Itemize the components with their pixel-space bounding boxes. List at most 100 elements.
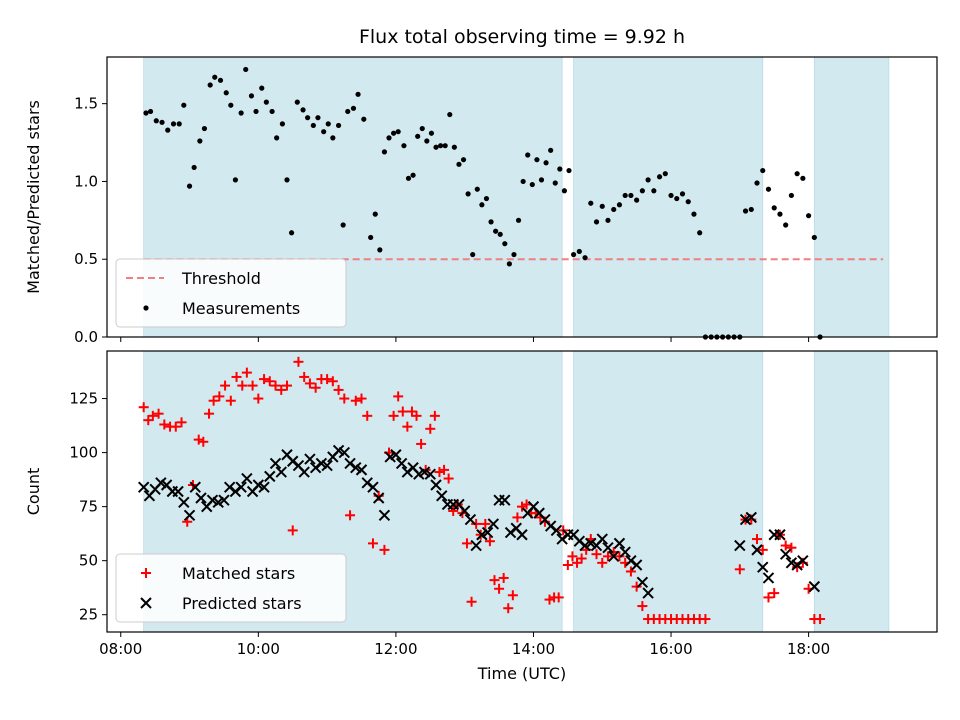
measurement-point: [656, 174, 663, 180]
measurement-point: [274, 135, 280, 141]
bottom-panel: 25 50 75 100 125 08:00 10:00 12:00 14:00 16:00 18:…: [24, 350, 938, 683]
predicted-star-point: [516, 529, 528, 541]
matched-star-point: [443, 473, 454, 484]
measurement-point: [386, 135, 392, 141]
x-axis-label: Time (UTC): [477, 664, 566, 683]
matched-star-point: [769, 588, 780, 599]
measurement-point: [460, 157, 467, 163]
matched-star-point: [393, 391, 404, 402]
matched-star-point: [241, 367, 252, 378]
measurement-point: [207, 82, 213, 88]
matched-star-point: [780, 540, 791, 551]
measurement-point: [645, 177, 651, 183]
matched-star-point: [498, 572, 509, 583]
legend-label: Threshold: [181, 269, 261, 288]
measurement-point: [263, 99, 269, 105]
matched-star-point: [333, 384, 344, 395]
measurement-point: [415, 133, 421, 139]
predicted-star-point: [613, 537, 626, 550]
predicted-star-point: [458, 505, 471, 517]
measurement-point: [674, 195, 680, 202]
measurement-point: [748, 206, 754, 213]
measurement-point: [340, 222, 346, 228]
matched-star-point: [147, 410, 158, 421]
legend-predicted-swatch: [140, 597, 152, 609]
chart-title: Flux total observing time = 9.92 h: [359, 26, 685, 48]
y-tick-label: 1.5: [74, 95, 98, 113]
measurement-point: [511, 251, 517, 258]
matched-star-point: [170, 421, 181, 432]
measurement-point: [223, 90, 229, 96]
measurement-point: [456, 161, 462, 167]
matched-star-point: [138, 402, 149, 413]
measurement-point: [685, 199, 691, 205]
measurement-point: [502, 241, 508, 247]
measurement-point: [611, 206, 617, 213]
measurement-point: [368, 234, 374, 241]
matched-star-point: [322, 374, 333, 385]
measurement-point: [662, 171, 668, 177]
matched-star-point: [734, 564, 745, 575]
matched-star-point: [198, 436, 209, 447]
axes-frame: [106, 56, 938, 338]
measurement-point: [345, 108, 351, 115]
predicted-star-point: [630, 559, 643, 571]
matched-star-point: [625, 566, 636, 577]
measurement-point: [243, 66, 249, 73]
measurement-point: [529, 181, 535, 188]
x-tick-label: 08:00: [99, 640, 142, 658]
predicted-star-point: [378, 509, 391, 521]
measurement-point: [321, 129, 327, 135]
matched-star-point: [362, 410, 373, 421]
measurement-point: [691, 211, 697, 217]
predicted-star-point: [367, 481, 379, 493]
measurement-point: [777, 211, 783, 217]
matched-star-point: [471, 518, 482, 529]
measurement-point: [186, 183, 193, 189]
matched-star-point: [425, 423, 436, 434]
matched-star-point: [553, 592, 564, 603]
matched-star-point: [293, 356, 304, 367]
matched-star-point: [356, 393, 367, 404]
measurement-point: [497, 231, 503, 237]
measurement-point: [305, 115, 311, 121]
measurement-point: [176, 121, 182, 127]
matched-star-point: [448, 505, 459, 516]
matched-star-point: [402, 421, 413, 432]
matched-star-point: [815, 614, 826, 625]
predicted-star-point: [178, 496, 190, 509]
predicted-star-point: [298, 466, 310, 478]
measurement-point: [143, 110, 149, 116]
observing-window: [813, 56, 890, 338]
matched-star-point: [225, 395, 236, 406]
predicted-star-point: [481, 526, 494, 539]
measurement-point: [479, 202, 485, 208]
predicted-star-point: [757, 561, 769, 573]
matched-star-point: [345, 510, 356, 521]
y-axis-label: Matched/Predicted stars: [24, 100, 43, 294]
observing-window: [573, 350, 764, 633]
measurement-point: [232, 177, 238, 183]
matched-star-point: [480, 518, 491, 529]
y-tick-label: 0.5: [74, 250, 98, 268]
measurement-point: [697, 230, 703, 236]
measurement-point: [147, 108, 154, 115]
measurement-point: [488, 219, 494, 225]
predicted-star-point: [808, 580, 821, 593]
predicted-star-point: [195, 492, 207, 504]
matched-star-point: [367, 538, 378, 549]
x-tick-label: 14:00: [512, 640, 555, 658]
matched-star-point: [327, 376, 338, 387]
matched-star-point: [253, 393, 264, 404]
y-tick-label: 1.0: [74, 172, 98, 190]
matched-star-point: [281, 380, 292, 391]
matched-star-point: [397, 406, 408, 417]
matched-star-point: [544, 594, 555, 605]
measurement-point: [588, 200, 594, 206]
predicted-star-point: [636, 576, 649, 588]
matched-star-point: [757, 544, 768, 555]
matched-star-point: [637, 601, 648, 612]
predicted-star-point: [269, 457, 282, 470]
measurement-point: [377, 247, 383, 253]
measurement-point: [760, 167, 766, 174]
